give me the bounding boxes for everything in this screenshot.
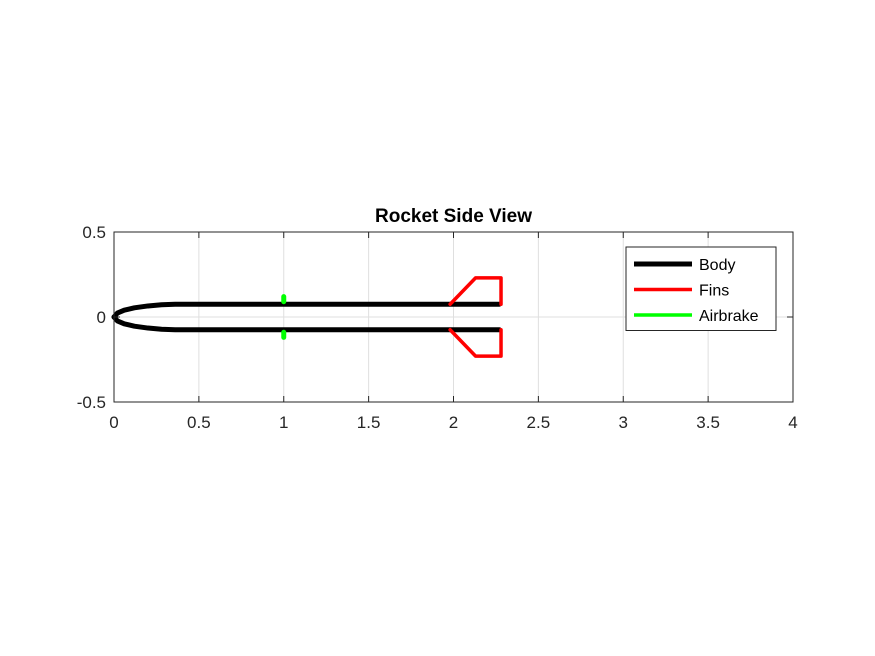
body-line-upper xyxy=(111,301,502,320)
fins-line-upper xyxy=(448,276,503,306)
series-layer xyxy=(111,276,503,358)
y-tick-label: 0 xyxy=(97,308,106,327)
x-tick-label: 0 xyxy=(109,413,118,432)
x-tick-label: 4 xyxy=(788,413,797,432)
y-tick-label: -0.5 xyxy=(77,393,106,412)
x-tick-label: 2.5 xyxy=(527,413,551,432)
tick-labels: 0 0.5 1 1.5 2 2.5 3 3.5 4-0.500.5 xyxy=(77,223,798,432)
body-line-lower xyxy=(111,314,502,333)
x-tick-label: 3.5 xyxy=(696,413,720,432)
series-body xyxy=(111,301,502,333)
x-tick-label: 0.5 xyxy=(187,413,211,432)
series-fins xyxy=(448,276,503,358)
legend-label-airbrake: Airbrake xyxy=(699,308,759,325)
fins-line-lower xyxy=(448,328,503,358)
chart-title: Rocket Side View xyxy=(375,206,532,227)
x-tick-label: 3 xyxy=(619,413,628,432)
legend: Body Fins Airbrake xyxy=(625,246,777,331)
x-tick-label: 2 xyxy=(449,413,458,432)
x-tick-label: 1 xyxy=(279,413,288,432)
x-tick-label: 1.5 xyxy=(357,413,381,432)
legend-label-body: Body xyxy=(699,257,735,274)
legend-label-fins: Fins xyxy=(699,283,729,300)
y-tick-label: 0.5 xyxy=(82,223,106,242)
